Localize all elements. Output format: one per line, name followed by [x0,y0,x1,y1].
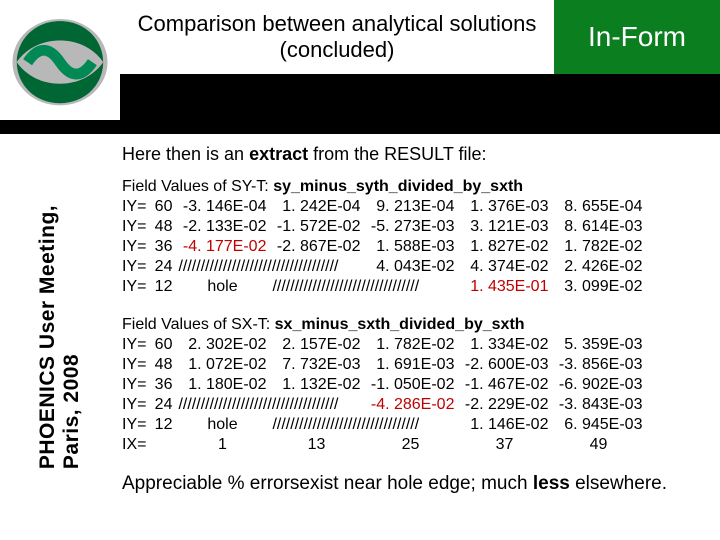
table-row: IY=60-3. 146E-041. 242E-049. 213E-041. 3… [122,197,648,217]
table-row: IY=36-4. 177E-02-2. 867E-021. 588E-031. … [122,237,648,257]
logo [0,0,120,120]
sidebar: PHOENICS User Meeting, Paris, 2008 [0,134,120,540]
content: Here then is an extract from the RESULT … [120,134,720,540]
table-sy: IY=60-3. 146E-041. 242E-049. 213E-041. 3… [122,197,648,297]
conclusion: Appreciable % errorsexist near hole edge… [122,473,708,495]
block-sx: Field Values of SX-T: sx_minus_sxth_divi… [122,315,708,455]
intro-text: Here then is an extract from the RESULT … [122,144,708,165]
cham-logo-icon [6,6,114,114]
table-row: IY=361. 180E-021. 132E-02-1. 050E-02-1. … [122,375,648,395]
sidebar-label: PHOENICS User Meeting, Paris, 2008 [36,205,84,469]
inform-badge: In-Form [554,0,720,74]
table-row: IY=12hole///////////////////////////////… [122,277,648,297]
table-row: IY=12hole///////////////////////////////… [122,415,648,435]
block-sy-title: Field Values of SY-T: sy_minus_syth_divi… [122,177,708,197]
table-row: IY=24///////////////////////////////////… [122,257,648,277]
table-row: IY=602. 302E-022. 157E-021. 782E-021. 33… [122,335,648,355]
table-row: IX=113253749 [122,435,648,455]
slide-header: Comparison between analytical solutions … [0,0,720,134]
block-sx-title: Field Values of SX-T: sx_minus_sxth_divi… [122,315,708,335]
slide-title: Comparison between analytical solutions … [120,0,554,74]
block-sy: Field Values of SY-T: sy_minus_syth_divi… [122,177,708,297]
table-row: IY=48-2. 133E-02-1. 572E-02-5. 273E-033.… [122,217,648,237]
table-sx: IY=602. 302E-022. 157E-021. 782E-021. 33… [122,335,648,455]
table-row: IY=24///////////////////////////////////… [122,395,648,415]
table-row: IY=481. 072E-027. 732E-031. 691E-03-2. 6… [122,355,648,375]
header-bar [120,74,720,134]
body: PHOENICS User Meeting, Paris, 2008 Here … [0,134,720,540]
